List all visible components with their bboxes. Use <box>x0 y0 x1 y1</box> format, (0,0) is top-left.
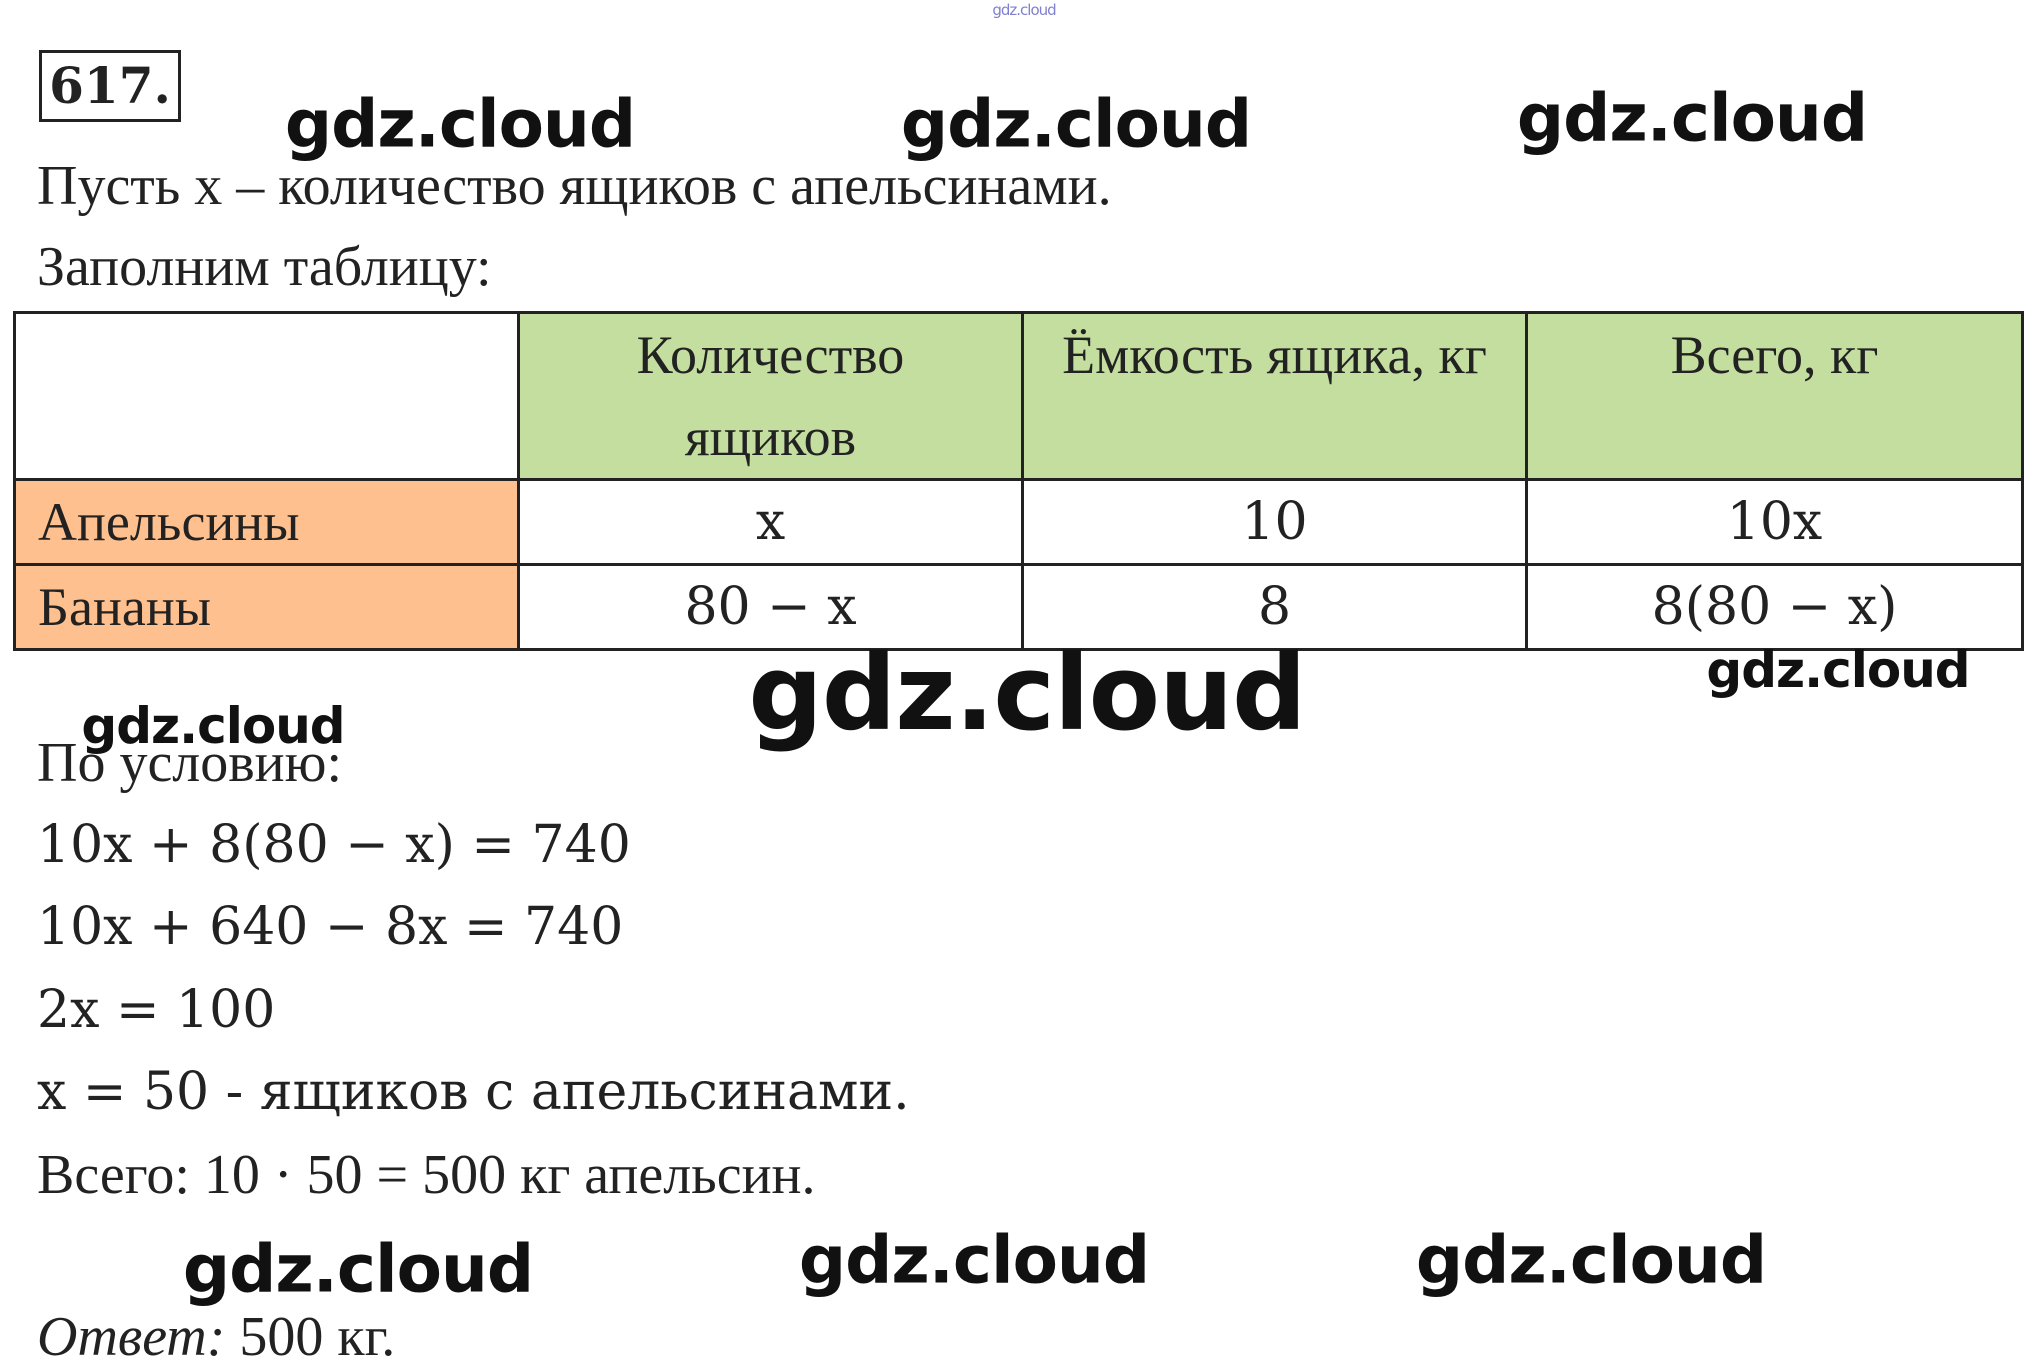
equation: Всего: 10 · 50 = 500 кг апельсин. <box>37 1144 816 1206</box>
header-cell: Количество ящиков <box>517 311 1024 481</box>
answer-label: Ответ: <box>37 1306 226 1368</box>
table: Количество ящиков Ёмкость ящика, кг Всег… <box>13 311 2024 651</box>
watermark: gdz.cloud <box>81 697 345 755</box>
watermark: gdz.cloud <box>1516 79 1868 157</box>
cell: 8(80 − x) <box>1525 563 2024 651</box>
header-cell: Всего, кг <box>1525 311 2024 481</box>
watermark: gdz.cloud <box>900 85 1252 163</box>
watermark: gdz.cloud <box>284 85 636 163</box>
cell: x <box>517 478 1024 566</box>
answer-text: 500 кг. <box>239 1306 396 1368</box>
equation: 10x + 8(80 − x) = 740 <box>37 815 631 875</box>
watermark: gdz.cloud <box>1706 641 1970 699</box>
empty-cell <box>13 311 520 481</box>
header-cell: Ёмкость ящика, кг <box>1021 311 1528 481</box>
watermark: gdz.cloud <box>1415 1221 1767 1299</box>
cell: 8 <box>1021 563 1528 651</box>
equation: 10x + 640 − 8x = 740 <box>37 897 624 957</box>
equation: x = 50 - ящиков с апельсинами. <box>37 1062 910 1122</box>
watermark: gdz.cloud <box>182 1230 534 1308</box>
intro-line: Заполним таблицу: <box>37 236 492 298</box>
row-label: Апельсины <box>13 478 520 566</box>
cell: 10x <box>1525 478 2024 566</box>
problem-number: 617. <box>39 50 181 122</box>
answer: Ответ: 500 кг. <box>37 1305 395 1369</box>
equation: 2x = 100 <box>37 980 276 1040</box>
condition: По условию: <box>37 732 343 794</box>
cell: 10 <box>1021 478 1528 566</box>
cell: 80 − x <box>517 563 1024 651</box>
watermark: gdz.cloud <box>748 632 1306 754</box>
watermark: gdz.cloud <box>798 1221 1150 1299</box>
intro-line: Пусть x – количество ящиков с апельсинам… <box>37 155 1112 217</box>
row-label: Бананы <box>13 563 520 651</box>
watermark: gdz.cloud <box>992 1 1056 19</box>
